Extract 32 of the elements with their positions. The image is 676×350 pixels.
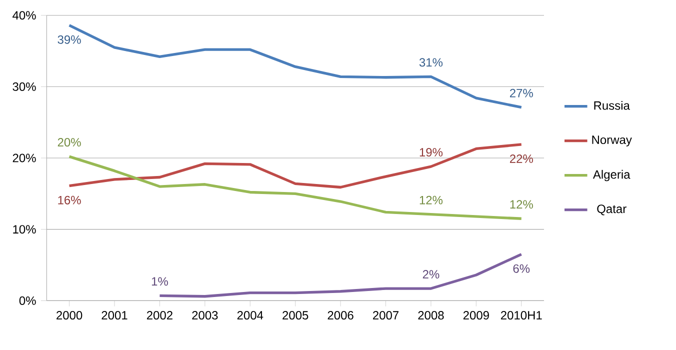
legend-label: Qatar bbox=[597, 204, 626, 216]
x-tick-label: 2003 bbox=[192, 311, 218, 320]
y-tick-label: 30% bbox=[12, 82, 36, 91]
data-label: 1% bbox=[152, 277, 168, 286]
data-label: 27% bbox=[510, 88, 533, 98]
x-tick-label: 2002 bbox=[146, 311, 172, 320]
data-label: 20% bbox=[58, 138, 81, 147]
legend-label: Algeria bbox=[592, 170, 630, 182]
data-label: 6% bbox=[513, 264, 530, 273]
x-tick-label: 2000 bbox=[56, 311, 82, 320]
x-tick-label: 2007 bbox=[373, 311, 398, 320]
data-label: 2% bbox=[422, 270, 440, 278]
y-tick-label: 0% bbox=[19, 296, 36, 305]
data-label: 16% bbox=[58, 196, 81, 204]
data-label: 31% bbox=[419, 58, 443, 67]
x-tick-label: 2005 bbox=[282, 311, 308, 320]
x-tick-label: 2006 bbox=[328, 311, 354, 320]
legend-label: Norway bbox=[592, 136, 632, 146]
x-tick-label: 2008 bbox=[418, 311, 444, 320]
data-label: 12% bbox=[420, 196, 443, 204]
x-tick-label: 2009 bbox=[463, 311, 489, 320]
y-tick-label: 40% bbox=[12, 11, 36, 20]
y-tick-label: 10% bbox=[13, 225, 36, 234]
data-label: 22% bbox=[510, 154, 533, 163]
y-tick-label: 20% bbox=[12, 154, 36, 162]
x-tick-label: 2001 bbox=[102, 311, 128, 320]
data-label: 19% bbox=[420, 148, 443, 157]
x-tick-label: 2004 bbox=[237, 311, 264, 320]
data-label: 39% bbox=[58, 35, 81, 44]
legend-label: Russia bbox=[594, 100, 630, 110]
data-label: 12% bbox=[510, 200, 533, 209]
x-tick-label: 2010H1 bbox=[500, 311, 542, 320]
